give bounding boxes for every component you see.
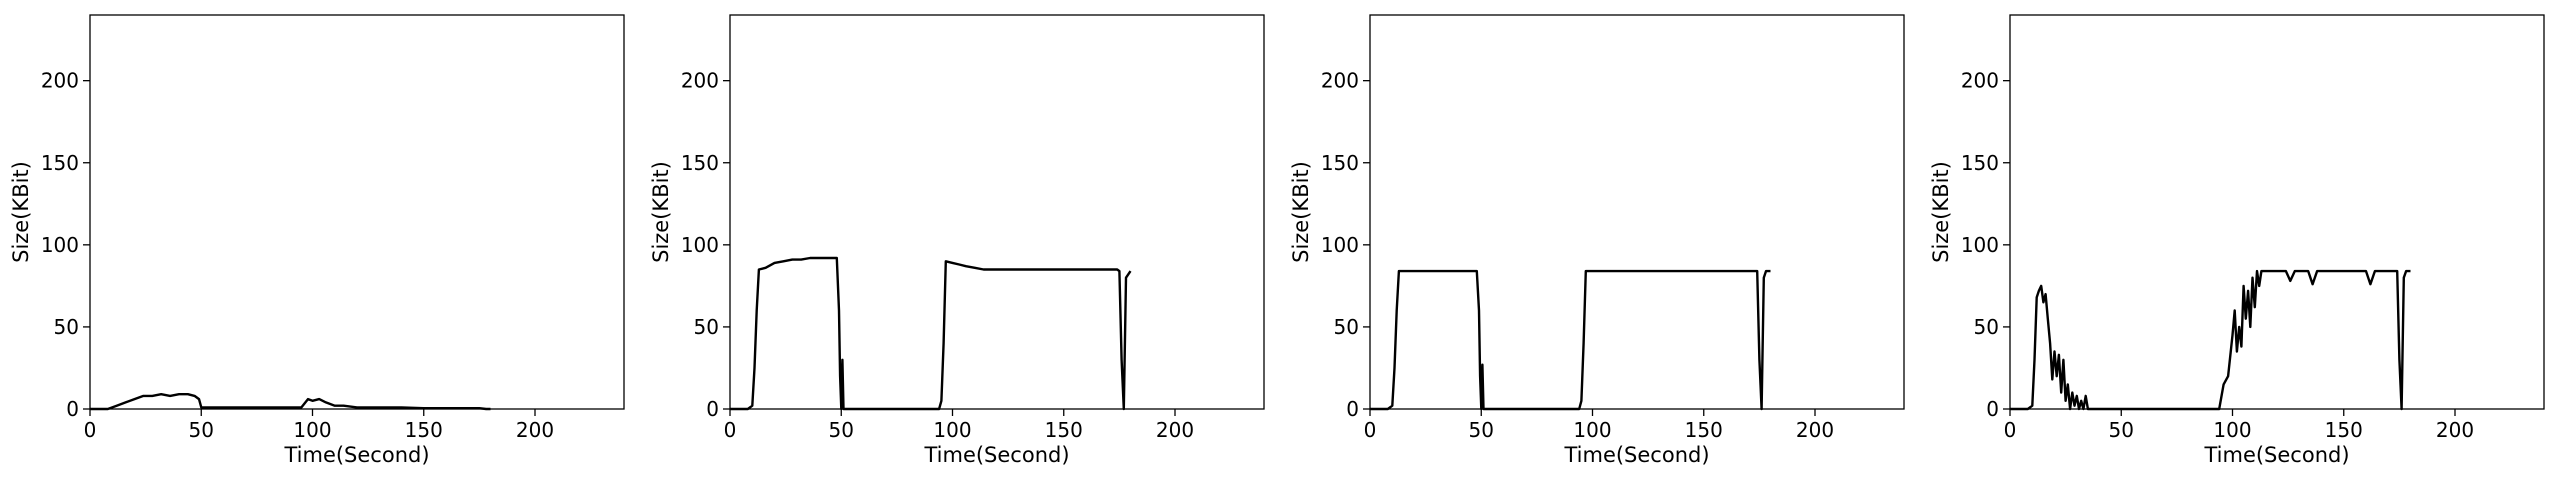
chart-panel-2: 0 50 100 150 200 0 50 100 150 200 Time(Second) Size… — [649, 14, 1265, 467]
y-tick-label: 50 — [1974, 315, 1999, 339]
y-axis-label: Size(KBit) — [9, 161, 33, 263]
y-tick-label: 50 — [694, 315, 719, 339]
x-tick-label: 100 — [2213, 418, 2251, 442]
x-tick-label: 200 — [516, 418, 554, 442]
y-tick-label: 200 — [1961, 69, 1999, 93]
x-tick-label: 150 — [1045, 418, 1083, 442]
x-tick-label: 100 — [293, 418, 331, 442]
x-tick-label: 50 — [2109, 418, 2134, 442]
x-tick-label: 200 — [1796, 418, 1834, 442]
y-tick-label: 200 — [681, 69, 719, 93]
series-line — [90, 393, 491, 411]
y-tick-label: 50 — [54, 315, 79, 339]
y-axis-label: Size(KBit) — [1289, 161, 1313, 263]
x-tick-label: 100 — [933, 418, 971, 442]
x-tick-label: 0 — [2004, 418, 2017, 442]
y-tick-label: 100 — [1961, 233, 1999, 257]
chart-panel-4: 0 50 100 150 200 0 50 100 150 200 Time(Second) Size… — [1929, 14, 2545, 467]
x-tick-label: 200 — [2436, 418, 2474, 442]
y-tick-label: 100 — [681, 233, 719, 257]
x-tick-label: 200 — [1156, 418, 1194, 442]
x-axis-label: Time(Second) — [923, 443, 1069, 467]
x-tick-label: 100 — [1573, 418, 1611, 442]
x-tick-label: 0 — [84, 418, 97, 442]
y-tick-label: 100 — [1321, 233, 1359, 257]
y-axis-label: Size(KBit) — [1929, 161, 1953, 263]
plot-frame — [729, 14, 1265, 410]
y-tick-label: 0 — [1346, 397, 1359, 421]
chart-panel-1: 0 50 100 150 200 0 50 100 150 200 Time(Second) Size… — [9, 14, 625, 467]
x-axis-label: Time(Second) — [283, 443, 429, 467]
plot-frame — [89, 14, 625, 410]
y-tick-label: 200 — [41, 69, 79, 93]
x-axis-label: Time(Second) — [1563, 443, 1709, 467]
y-tick-label: 100 — [41, 233, 79, 257]
y-axis-label: Size(KBit) — [649, 161, 673, 263]
series-line — [730, 256, 1132, 411]
y-tick-label: 0 — [1986, 397, 1999, 421]
x-tick-label: 50 — [829, 418, 854, 442]
x-axis-label: Time(Second) — [2203, 443, 2349, 467]
plot-frame — [1369, 14, 1905, 410]
series-line — [1370, 269, 1771, 411]
x-tick-label: 150 — [1685, 418, 1723, 442]
x-tick-label: 0 — [724, 418, 737, 442]
x-tick-label: 0 — [1364, 418, 1377, 442]
chart-panel-3: 0 50 100 150 200 0 50 100 150 200 Time(Second) Size… — [1289, 14, 1905, 467]
x-tick-label: 150 — [405, 418, 443, 442]
x-tick-label: 50 — [1469, 418, 1494, 442]
y-tick-label: 150 — [1321, 151, 1359, 175]
y-tick-label: 150 — [41, 151, 79, 175]
y-tick-label: 0 — [66, 397, 79, 421]
y-tick-label: 50 — [1334, 315, 1359, 339]
y-tick-label: 200 — [1321, 69, 1359, 93]
x-tick-label: 50 — [189, 418, 214, 442]
plot-frame — [2009, 14, 2545, 410]
y-tick-label: 0 — [706, 397, 719, 421]
x-tick-label: 150 — [2325, 418, 2363, 442]
y-tick-label: 150 — [1961, 151, 1999, 175]
series-line — [2010, 269, 2411, 411]
y-tick-label: 150 — [681, 151, 719, 175]
